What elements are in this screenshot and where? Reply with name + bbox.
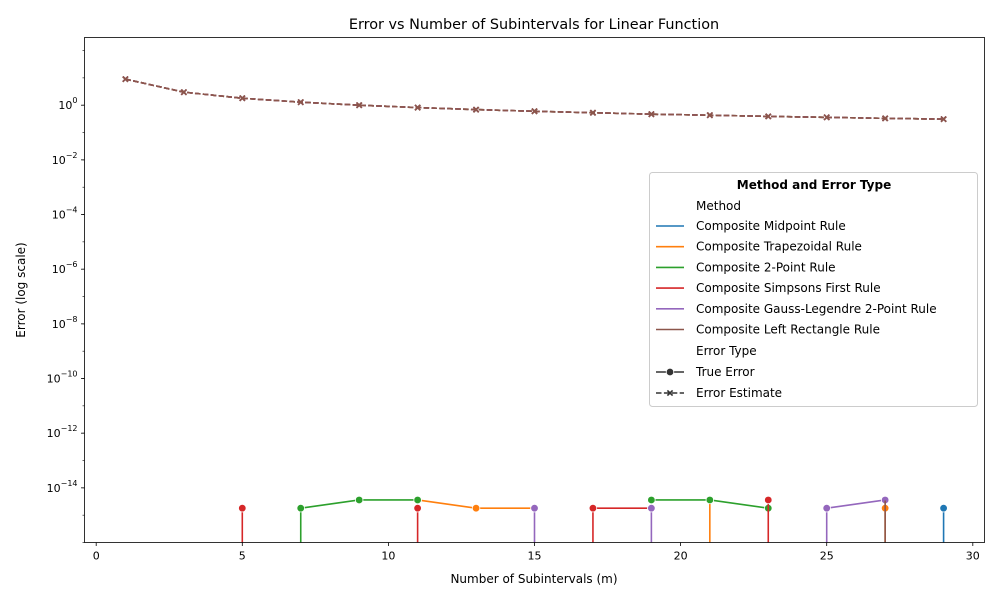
legend-entry-composite-simpsons-first-rule: Composite Simpsons First Rule	[656, 281, 881, 295]
y-tick-label: 10−10	[47, 370, 78, 386]
error-estimate-point-composite-left-rectangle-rule	[239, 95, 246, 102]
legend-error-entries: True Error Error Estimate	[656, 365, 782, 400]
legend-label: Composite 2-Point Rule	[696, 260, 836, 274]
error-estimate-point-composite-left-rectangle-rule	[531, 108, 538, 115]
true-error-point-composite-simpsons-first-rule	[588, 503, 598, 513]
error-estimate-point-composite-left-rectangle-rule	[356, 102, 363, 109]
error-estimate-point-composite-left-rectangle-rule	[414, 104, 421, 111]
true-error-point-composite-gauss-legendre-2-point-rule	[647, 503, 656, 513]
true-error-point-composite-2-point-rule	[296, 503, 305, 513]
y-tick-label: 10−8	[52, 315, 78, 331]
error-estimate-line-composite-2-point-rule	[125, 78, 944, 120]
x-tick-label: 15	[528, 550, 542, 563]
error-estimate-point-composite-left-rectangle-rule	[472, 106, 480, 113]
legend-method-entries: Composite Midpoint Rule Composite Trapezo…	[656, 219, 937, 337]
legend-entry-error-estimate: Error Estimate	[656, 386, 782, 400]
true-error-line-composite-2-point-rule	[300, 499, 360, 509]
error-estimate-line-composite-simpsons-first-rule	[125, 78, 944, 120]
error-estimate-point-composite-left-rectangle-rule	[122, 75, 129, 83]
x-tick-label: 20	[674, 550, 688, 563]
y-tick-label: 100	[58, 96, 77, 112]
legend-error-heading: Error Type	[696, 344, 757, 358]
y-tick-label: 10−12	[47, 424, 78, 440]
error-estimate-line-composite-left-rectangle-rule	[125, 78, 944, 120]
legend-entry-composite-trapezoidal-rule: Composite Trapezoidal Rule	[656, 240, 862, 254]
error-estimate-point-composite-left-rectangle-rule	[940, 115, 947, 123]
true-error-point-composite-2-point-rule	[354, 495, 364, 505]
error-estimate-point-composite-left-rectangle-rule	[765, 113, 772, 120]
error-estimate-line-composite-trapezoidal-rule	[125, 78, 944, 120]
true-error-point-composite-simpsons-first-rule	[238, 503, 247, 513]
x-tick-label: 0	[93, 550, 100, 563]
true-error-point-composite-2-point-rule	[705, 495, 715, 505]
error-estimate-line-composite-midpoint-rule	[125, 78, 944, 120]
legend-label: True Error	[695, 365, 755, 379]
y-axis-label: Error (log scale)	[14, 242, 28, 337]
legend-title: Method and Error Type	[737, 178, 891, 192]
error-estimate-point-composite-left-rectangle-rule	[881, 115, 889, 122]
true-error-point-composite-simpsons-first-rule	[764, 495, 773, 505]
legend-entry-true-error: True Error	[656, 365, 755, 379]
error-estimate-point-composite-left-rectangle-rule	[589, 109, 597, 116]
legend-entry-composite-2-point-rule: Composite 2-Point Rule	[656, 260, 836, 274]
y-tick-label: 10−2	[52, 151, 78, 167]
error-estimate-point-composite-left-rectangle-rule	[823, 114, 830, 121]
true-error-point-composite-2-point-rule	[647, 495, 656, 505]
legend-entry-composite-left-rectangle-rule: Composite Left Rectangle Rule	[656, 323, 880, 337]
true-error-line-composite-2-point-rule	[709, 499, 769, 509]
true-error-point-composite-trapezoidal-rule	[471, 503, 481, 513]
error-estimate-point-composite-left-rectangle-rule	[180, 88, 188, 96]
legend-label: Composite Midpoint Rule	[696, 219, 846, 233]
true-error-point-composite-gauss-legendre-2-point-rule	[530, 503, 539, 513]
legend-label: Composite Gauss-Legendre 2-Point Rule	[696, 302, 937, 316]
error-estimate-point-composite-left-rectangle-rule	[648, 110, 655, 118]
legend-method-heading: Method	[696, 199, 741, 213]
legend-label: Composite Trapezoidal Rule	[696, 240, 862, 254]
y-tick-label: 10−4	[52, 206, 78, 222]
legend-entry-composite-midpoint-rule: Composite Midpoint Rule	[656, 219, 846, 233]
legend-box	[649, 172, 978, 407]
true-error-point-composite-simpsons-first-rule	[413, 503, 422, 513]
legend-label: Composite Left Rectangle Rule	[696, 323, 880, 337]
x-tick-label: 25	[820, 550, 834, 563]
legend-label: Composite Simpsons First Rule	[696, 281, 881, 295]
legend: Method and Error Type Method Composite M…	[649, 172, 978, 407]
plot-area	[122, 75, 948, 543]
chart-title: Error vs Number of Subintervals for Line…	[349, 17, 719, 33]
error-estimate-point-composite-left-rectangle-rule	[297, 99, 304, 106]
legend-entry-composite-gauss-legendre-2-point-rule: Composite Gauss-Legendre 2-Point Rule	[656, 302, 937, 316]
true-error-point-composite-midpoint-rule	[939, 503, 948, 513]
y-tick-label: 10−14	[47, 479, 78, 495]
legend-marker	[665, 367, 675, 377]
true-error-line-composite-gauss-legendre-2-point-rule	[826, 499, 886, 509]
error-estimate-point-composite-left-rectangle-rule	[706, 112, 713, 119]
true-error-line-composite-trapezoidal-rule	[417, 499, 477, 509]
x-axis-label: Number of Subintervals (m)	[450, 572, 617, 586]
y-tick-label: 10−6	[52, 260, 78, 276]
x-axis: 0 5 10 15 20 25 30	[93, 542, 980, 563]
legend-marker	[666, 389, 674, 397]
true-error-point-composite-gauss-legendre-2-point-rule	[822, 503, 831, 513]
x-tick-label: 30	[966, 550, 980, 563]
true-error-marks	[238, 495, 948, 543]
y-axis: 100 10−2 10−4 10−6 10−8 10−10 10−12 10−14	[47, 50, 85, 543]
true-error-point-composite-2-point-rule	[413, 495, 422, 505]
x-tick-label: 10	[381, 550, 395, 563]
error-estimate-marks	[122, 75, 947, 123]
legend-label: Error Estimate	[696, 386, 782, 400]
error-estimate-line-composite-gauss-legendre-2-point-rule	[125, 78, 944, 120]
x-tick-label: 5	[239, 550, 246, 563]
